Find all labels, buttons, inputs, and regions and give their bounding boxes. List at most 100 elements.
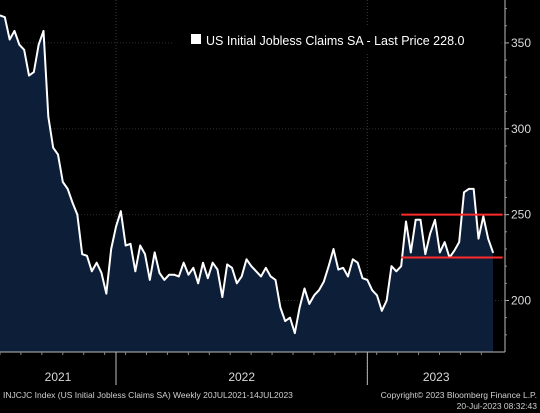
- data-point: [414, 218, 417, 221]
- data-point: [356, 261, 359, 264]
- data-point: [429, 232, 431, 235]
- data-point: [434, 218, 436, 221]
- data-point: [487, 237, 489, 240]
- data-point: [395, 270, 398, 273]
- data-point: [153, 251, 156, 254]
- data-point: [202, 261, 204, 264]
- data-point: [269, 275, 272, 278]
- legend-label: US Initial Jobless Claims SA - Last Pric…: [206, 34, 464, 48]
- data-point: [221, 296, 224, 298]
- data-point: [173, 273, 175, 276]
- footer-security: INJCJC Index (US Initial Jobless Claims …: [3, 390, 293, 400]
- data-point: [129, 243, 132, 245]
- data-point: [33, 71, 35, 73]
- data-point: [120, 210, 122, 212]
- y-tick-label: 300: [511, 122, 531, 136]
- data-point: [13, 30, 16, 32]
- data-point: [124, 244, 127, 247]
- data-point: [390, 265, 393, 267]
- data-point: [211, 261, 214, 264]
- data-point: [250, 265, 253, 267]
- data-point: [18, 43, 21, 46]
- data-point: [366, 279, 369, 281]
- data-point: [182, 261, 185, 264]
- data-point: [207, 277, 209, 279]
- data-point: [468, 188, 470, 190]
- line-layer: [0, 14, 494, 335]
- y-axis: 200 250 300 350: [504, 0, 531, 352]
- footer-copyright: Copyright© 2023 Bloomberg Finance L.P.: [381, 390, 537, 400]
- data-point: [371, 289, 373, 291]
- data-point: [91, 270, 93, 273]
- data-point: [492, 251, 494, 254]
- data-point: [400, 265, 402, 267]
- data-point: [477, 237, 480, 240]
- data-point: [163, 279, 166, 281]
- footer: INJCJC Index (US Initial Jobless Claims …: [3, 390, 537, 411]
- data-point: [0, 14, 1, 17]
- data-point: [81, 253, 83, 255]
- data-point: [95, 261, 98, 264]
- data-point: [424, 253, 427, 255]
- data-point: [318, 289, 320, 291]
- data-point: [472, 188, 475, 190]
- data-point: [236, 282, 238, 285]
- data-point: [8, 38, 11, 41]
- data-point: [62, 181, 64, 183]
- legend: US Initial Jobless Claims SA - Last Pric…: [173, 27, 500, 52]
- data-point: [284, 320, 286, 322]
- data-point: [149, 279, 151, 281]
- data-point: [57, 153, 59, 156]
- data-point: [419, 218, 422, 221]
- data-point: [216, 268, 219, 271]
- data-point: [100, 272, 103, 274]
- data-point: [144, 253, 146, 255]
- data-point: [323, 280, 325, 283]
- data-point: [410, 251, 412, 254]
- data-point: [110, 248, 112, 250]
- data-point: [458, 241, 460, 243]
- data-point: [178, 275, 180, 278]
- data-point: [197, 282, 199, 285]
- legend-swatch: [191, 34, 201, 44]
- data-point: [260, 275, 262, 278]
- data-point: [376, 294, 378, 297]
- data-point: [86, 255, 88, 257]
- y-tick-label: 200: [511, 293, 531, 307]
- data-point: [245, 258, 248, 261]
- data-point: [47, 115, 50, 118]
- data-point: [298, 306, 301, 309]
- data-point: [308, 303, 311, 305]
- data-point: [134, 270, 137, 273]
- data-point: [313, 294, 315, 297]
- x-year-label: 2021: [45, 370, 72, 384]
- channel-lines: [401, 213, 503, 259]
- data-point: [158, 272, 161, 274]
- data-point: [42, 30, 45, 32]
- x-axis: 2021 2022 2023: [0, 351, 505, 385]
- y-tick-label: 350: [511, 36, 531, 50]
- data-point: [23, 49, 25, 51]
- data-point: [28, 74, 30, 77]
- y-tick-label: 250: [511, 208, 531, 222]
- data-point: [352, 258, 354, 261]
- data-point: [37, 43, 40, 46]
- x-year-label: 2022: [228, 370, 255, 384]
- data-point: [405, 220, 407, 223]
- data-point: [226, 263, 228, 266]
- data-point: [240, 275, 243, 278]
- data-point: [168, 273, 170, 276]
- data-point: [327, 265, 330, 267]
- data-point: [187, 273, 190, 276]
- data-point: [337, 268, 340, 271]
- legend-box: [173, 27, 500, 52]
- data-point: [231, 267, 233, 269]
- data-point: [255, 270, 257, 273]
- data-point: [439, 251, 441, 254]
- data-point: [482, 215, 485, 218]
- data-point: [347, 275, 349, 278]
- data-point: [361, 277, 364, 279]
- area-layer: [0, 15, 493, 352]
